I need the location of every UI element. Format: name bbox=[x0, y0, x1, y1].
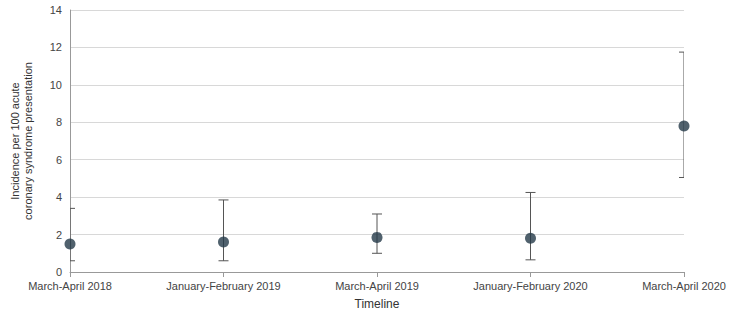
svg-text:2: 2 bbox=[56, 229, 62, 241]
svg-text:10: 10 bbox=[50, 79, 62, 91]
svg-text:8: 8 bbox=[56, 116, 62, 128]
svg-text:14: 14 bbox=[50, 4, 62, 16]
svg-text:12: 12 bbox=[50, 41, 62, 53]
svg-text:0: 0 bbox=[56, 266, 62, 278]
svg-text:January-February 2019: January-February 2019 bbox=[166, 280, 280, 292]
svg-text:March-April 2019: March-April 2019 bbox=[335, 280, 419, 292]
svg-text:6: 6 bbox=[56, 154, 62, 166]
svg-text:4: 4 bbox=[56, 191, 62, 203]
svg-text:Timeline: Timeline bbox=[355, 297, 400, 311]
svg-text:Incidence per 100 acute: Incidence per 100 acute bbox=[9, 82, 21, 199]
svg-text:coronary syndrome presentation: coronary syndrome presentation bbox=[22, 62, 34, 220]
svg-text:March-April 2018: March-April 2018 bbox=[28, 280, 112, 292]
svg-text:March-April 2020: March-April 2020 bbox=[642, 280, 726, 292]
svg-text:January-February 2020: January-February 2020 bbox=[473, 280, 587, 292]
